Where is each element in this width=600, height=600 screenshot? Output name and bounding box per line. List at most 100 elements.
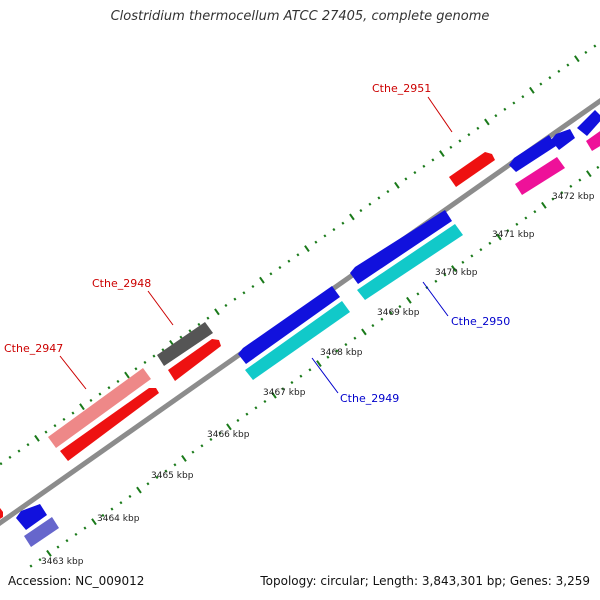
gene-arrow-cthe-2949[interactable]: [238, 286, 340, 364]
gene-label-cthe-2950[interactable]: Cthe_2950: [451, 315, 510, 328]
tick-mark: [83, 526, 87, 530]
tick-mark: [110, 507, 114, 511]
tick-mark: [353, 336, 357, 340]
tick-mark: [416, 292, 420, 296]
tick-mark: [439, 150, 445, 158]
gene-label-cthe-2949[interactable]: Cthe_2949: [340, 392, 399, 405]
tick-mark: [191, 450, 195, 454]
tick-mark: [560, 191, 564, 195]
gene-arrow-slate-left[interactable]: [24, 517, 59, 547]
gene-arrow-cthe-2950[interactable]: [350, 210, 452, 284]
tick-mark: [146, 482, 150, 486]
kbp-label: 3466 kbp: [207, 430, 250, 440]
gene-arrow-blue-right-2[interactable]: [551, 129, 575, 150]
gene-arrow-magenta-2[interactable]: [586, 129, 600, 151]
tick-mark: [413, 171, 417, 175]
kbp-label: 3467 kbp: [263, 388, 306, 398]
gene-label-cthe-2951[interactable]: Cthe_2951: [372, 82, 431, 95]
tick-mark: [551, 197, 555, 201]
tick-mark: [496, 233, 502, 241]
tick-row-upper: [0, 44, 597, 466]
tick-mark: [515, 222, 519, 226]
tick-mark: [533, 210, 537, 214]
tick-mark: [218, 431, 222, 435]
gene-arrow-cthe-2950-cyan[interactable]: [357, 224, 463, 300]
kbp-label: 3472 kbp: [552, 192, 595, 202]
tick-mark: [98, 392, 102, 396]
tick-mark: [316, 360, 322, 367]
gene-arrow-cthe-2948-gray[interactable]: [157, 322, 213, 366]
kbp-label: 3465 kbp: [151, 471, 194, 481]
gene-arrow-blue-right-1[interactable]: [509, 135, 556, 172]
tick-mark: [541, 201, 547, 209]
gene-arrow-blue-left[interactable]: [16, 504, 47, 530]
gene-label-cthe-2947[interactable]: Cthe_2947: [4, 342, 63, 355]
tick-mark: [17, 449, 21, 453]
tick-mark: [596, 165, 600, 169]
tick-mark: [56, 545, 60, 549]
gene-arrow-cthe-2948[interactable]: [168, 339, 221, 381]
gene-arrow-blue-right-3[interactable]: [577, 110, 600, 136]
tick-mark: [359, 209, 363, 213]
gene-arrow-magenta-1[interactable]: [515, 157, 565, 195]
tick-mark: [124, 371, 130, 379]
tick-mark: [200, 444, 204, 448]
tick-mark: [521, 95, 525, 99]
gene-arrow-cthe-2947[interactable]: [60, 388, 159, 461]
leader-cthe-2951: [427, 96, 453, 133]
tick-mark: [361, 328, 367, 336]
tick-mark: [269, 272, 273, 276]
tick-mark: [479, 248, 483, 252]
gene-arrow-left-edge[interactable]: [0, 508, 3, 522]
tick-mark: [251, 284, 255, 289]
tick-mark: [197, 322, 201, 327]
tick-mark: [512, 101, 516, 105]
leader-cthe-2947: [59, 355, 87, 390]
tick-mark: [451, 265, 457, 273]
tick-mark: [152, 354, 156, 358]
tick-mark: [524, 216, 528, 220]
tick-mark: [308, 368, 312, 372]
tick-row-lower: [29, 165, 600, 568]
leader-cthe-2949: [311, 357, 339, 394]
gene-arrow-cthe-2947-pale[interactable]: [48, 368, 151, 448]
tick-mark: [476, 126, 480, 130]
tick-mark: [404, 177, 408, 181]
tick-mark: [71, 411, 75, 415]
gene-arrow-cthe-2949-cyan[interactable]: [245, 301, 350, 380]
gene-arrow-cthe-2951[interactable]: [449, 152, 495, 187]
tick-mark: [566, 63, 570, 67]
tick-mark: [299, 374, 303, 378]
tick-mark: [164, 469, 168, 473]
tick-mark: [304, 245, 310, 252]
tick-mark: [0, 462, 3, 466]
tick-mark: [263, 399, 267, 404]
tick-mark: [377, 196, 381, 200]
tick-mark: [278, 265, 282, 270]
tick-mark: [65, 539, 69, 543]
tick-mark: [44, 430, 48, 434]
tick-mark: [332, 227, 336, 232]
tick-mark: [46, 549, 52, 557]
tick-mark: [529, 86, 535, 94]
gene-label-cthe-2948[interactable]: Cthe_2948: [92, 277, 151, 290]
tick-mark: [593, 44, 597, 48]
genome-stats-text: Topology: circular; Length: 3,843,301 bp…: [260, 574, 590, 588]
tick-mark: [458, 139, 462, 143]
kbp-label: 3468 kbp: [320, 348, 363, 358]
tick-mark: [181, 455, 187, 462]
tick-mark: [431, 158, 435, 162]
tick-mark: [296, 253, 300, 257]
tick-mark: [406, 296, 412, 304]
tick-mark: [161, 348, 165, 352]
tick-mark: [368, 202, 372, 206]
tick-mark: [539, 82, 543, 86]
tick-mark: [349, 213, 355, 221]
tick-mark: [119, 501, 123, 505]
kbp-label: 3471 kbp: [492, 230, 535, 240]
tick-mark: [226, 423, 232, 431]
tick-mark: [344, 342, 348, 347]
tick-mark: [389, 311, 393, 315]
tick-mark: [494, 114, 498, 118]
tick-mark: [233, 297, 237, 301]
